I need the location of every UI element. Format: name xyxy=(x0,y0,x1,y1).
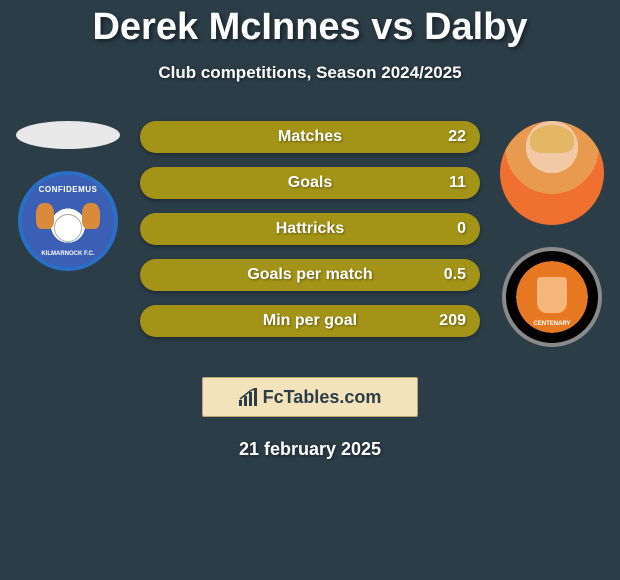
crest-squirrel-icon xyxy=(82,203,100,229)
stat-label: Goals per match xyxy=(158,266,462,284)
stat-row: Hattricks 0 xyxy=(140,213,480,245)
stat-value: 22 xyxy=(448,128,466,146)
left-column xyxy=(8,121,128,271)
stat-label: Goals xyxy=(158,174,462,192)
stat-label: Min per goal xyxy=(158,312,462,330)
comparison-panel: Matches 22 Goals 11 Hattricks 0 Goals pe… xyxy=(0,121,620,351)
crest-squirrel-icon xyxy=(36,203,54,229)
stat-row: Goals 11 xyxy=(140,167,480,199)
crest-ball-icon xyxy=(54,214,82,242)
chart-icon xyxy=(239,388,259,406)
stat-row: Goals per match 0.5 xyxy=(140,259,480,291)
date-text: 21 february 2025 xyxy=(0,439,620,460)
player-photo-left xyxy=(16,121,120,149)
brand-badge: FcTables.com xyxy=(202,377,418,417)
stat-value: 0 xyxy=(457,220,466,238)
stat-value: 0.5 xyxy=(444,266,466,284)
stat-row: Matches 22 xyxy=(140,121,480,153)
club-crest-kilmarnock xyxy=(18,171,118,271)
player-photo-right xyxy=(500,121,604,225)
subtitle: Club competitions, Season 2024/2025 xyxy=(0,63,620,83)
right-column xyxy=(492,121,612,347)
brand-text: FcTables.com xyxy=(263,387,382,408)
stats-list: Matches 22 Goals 11 Hattricks 0 Goals pe… xyxy=(140,121,480,337)
stat-value: 209 xyxy=(439,312,466,330)
page-title: Derek McInnes vs Dalby xyxy=(0,0,620,49)
stat-label: Matches xyxy=(158,128,462,146)
club-crest-dundee-united xyxy=(502,247,602,347)
stat-label: Hattricks xyxy=(158,220,462,238)
stat-value: 11 xyxy=(449,174,466,192)
stat-row: Min per goal 209 xyxy=(140,305,480,337)
